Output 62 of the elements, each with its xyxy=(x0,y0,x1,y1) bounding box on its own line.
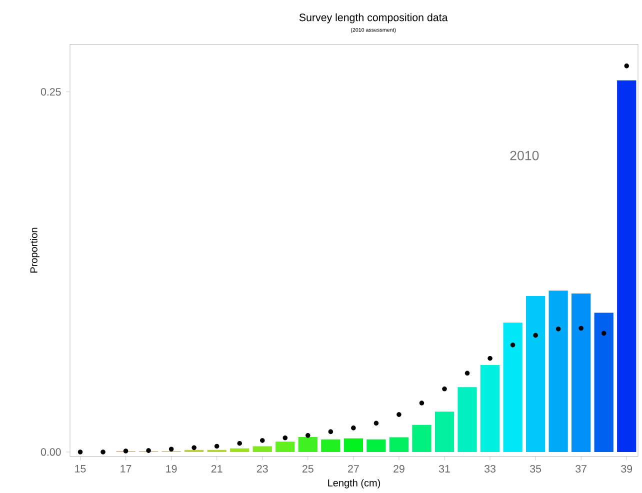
point xyxy=(214,444,220,449)
bar xyxy=(366,439,386,452)
annotation: 2010 xyxy=(510,150,539,160)
bar xyxy=(276,442,295,452)
point xyxy=(328,429,334,434)
point xyxy=(282,435,288,440)
point xyxy=(624,64,630,68)
bar xyxy=(548,290,568,452)
x-axis-title: Length (cm) xyxy=(328,479,380,488)
point xyxy=(556,326,561,332)
point xyxy=(192,445,196,450)
bar xyxy=(617,80,636,452)
point xyxy=(488,356,492,361)
point xyxy=(260,438,265,443)
point xyxy=(100,450,106,454)
x-tick-label: 17 xyxy=(120,465,132,472)
bar xyxy=(594,312,614,452)
point xyxy=(396,412,402,417)
point xyxy=(374,420,379,426)
bar xyxy=(458,387,477,452)
bar xyxy=(230,448,250,452)
x-tick-label: 33 xyxy=(484,465,496,473)
point xyxy=(306,433,310,438)
bar xyxy=(298,437,318,452)
x-tick-label: 15 xyxy=(75,465,86,472)
point xyxy=(578,326,584,331)
bar xyxy=(572,294,591,452)
point xyxy=(510,342,516,348)
point xyxy=(146,448,151,453)
point xyxy=(78,450,83,454)
x-tick-label: 31 xyxy=(438,465,450,473)
x-tick-label: 27 xyxy=(348,465,359,472)
point xyxy=(237,440,242,446)
point xyxy=(464,370,470,376)
point xyxy=(351,426,356,430)
point xyxy=(533,332,538,338)
bar xyxy=(434,412,454,452)
point xyxy=(168,446,174,452)
x-tick-label: 35 xyxy=(530,465,542,473)
y-tick-label: 0.00 xyxy=(40,448,61,456)
point xyxy=(123,448,128,454)
x-tick-label: 21 xyxy=(211,465,222,472)
x-tick-label: 19 xyxy=(166,465,177,473)
y-tick-label: 0.25 xyxy=(40,88,61,96)
bar xyxy=(321,439,340,452)
bar xyxy=(252,446,272,452)
point xyxy=(419,400,424,406)
x-tick-label: 23 xyxy=(256,465,268,473)
bar xyxy=(389,437,409,452)
bar xyxy=(480,364,500,452)
point xyxy=(601,330,606,336)
x-tick-label: 37 xyxy=(576,465,586,473)
point xyxy=(442,386,447,392)
x-tick-label: 29 xyxy=(394,465,404,473)
x-tick-label: 39 xyxy=(621,465,632,473)
bar xyxy=(526,296,546,452)
chart-title: Survey length composition data xyxy=(299,13,448,24)
bar xyxy=(503,322,522,452)
bar xyxy=(412,424,432,452)
bar xyxy=(344,438,363,452)
y-axis-title: Proportion xyxy=(30,228,40,273)
x-tick-label: 25 xyxy=(302,465,314,473)
